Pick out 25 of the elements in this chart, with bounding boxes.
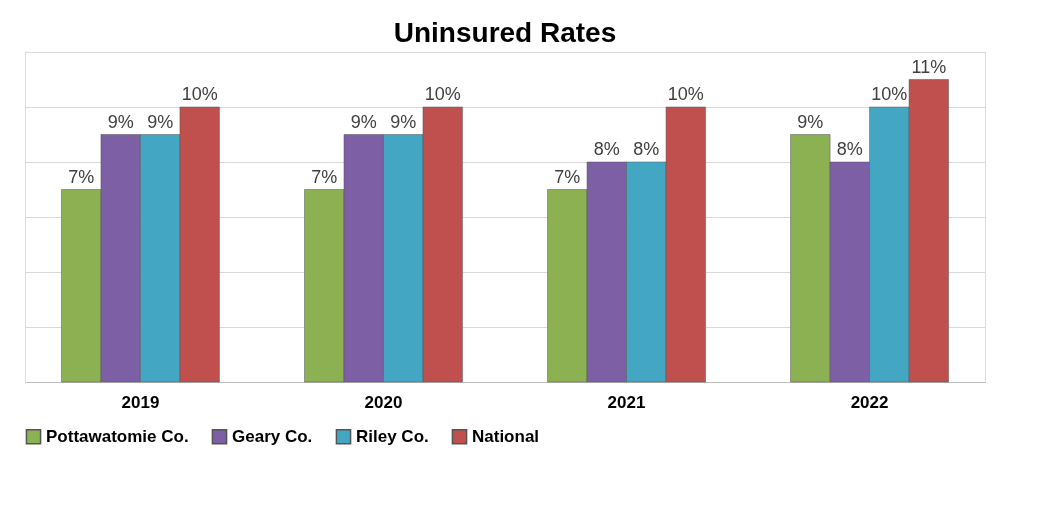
data-label: 10%	[667, 84, 704, 104]
data-label: 9%	[797, 111, 824, 132]
x-tick-label: 2019	[121, 392, 160, 412]
data-label: 9%	[107, 111, 134, 132]
data-label: 11%	[911, 56, 947, 77]
data-label: 10%	[424, 84, 461, 104]
legend-label: Geary Co.	[232, 426, 313, 446]
data-label: 8%	[593, 139, 620, 159]
data-label: 10%	[181, 84, 218, 104]
legend-label: Riley Co.	[356, 426, 429, 446]
x-tick-label: 2020	[364, 392, 403, 412]
data-label: 7%	[311, 166, 338, 187]
data-label: 9%	[147, 111, 174, 132]
x-tick-label: 2021	[607, 392, 646, 412]
chart-title: Uninsured Rates	[393, 17, 617, 48]
data-label: 9%	[350, 111, 377, 132]
data-label: 9%	[390, 111, 417, 132]
x-tick-label: 2022	[850, 392, 889, 412]
data-label: 8%	[633, 139, 660, 159]
legend-label: National	[472, 426, 540, 446]
data-label: 10%	[871, 84, 908, 104]
legend-label: Pottawatomie Co.	[46, 426, 189, 446]
data-label: 7%	[554, 166, 581, 187]
data-label: 8%	[836, 139, 863, 159]
data-label: 7%	[68, 166, 95, 187]
